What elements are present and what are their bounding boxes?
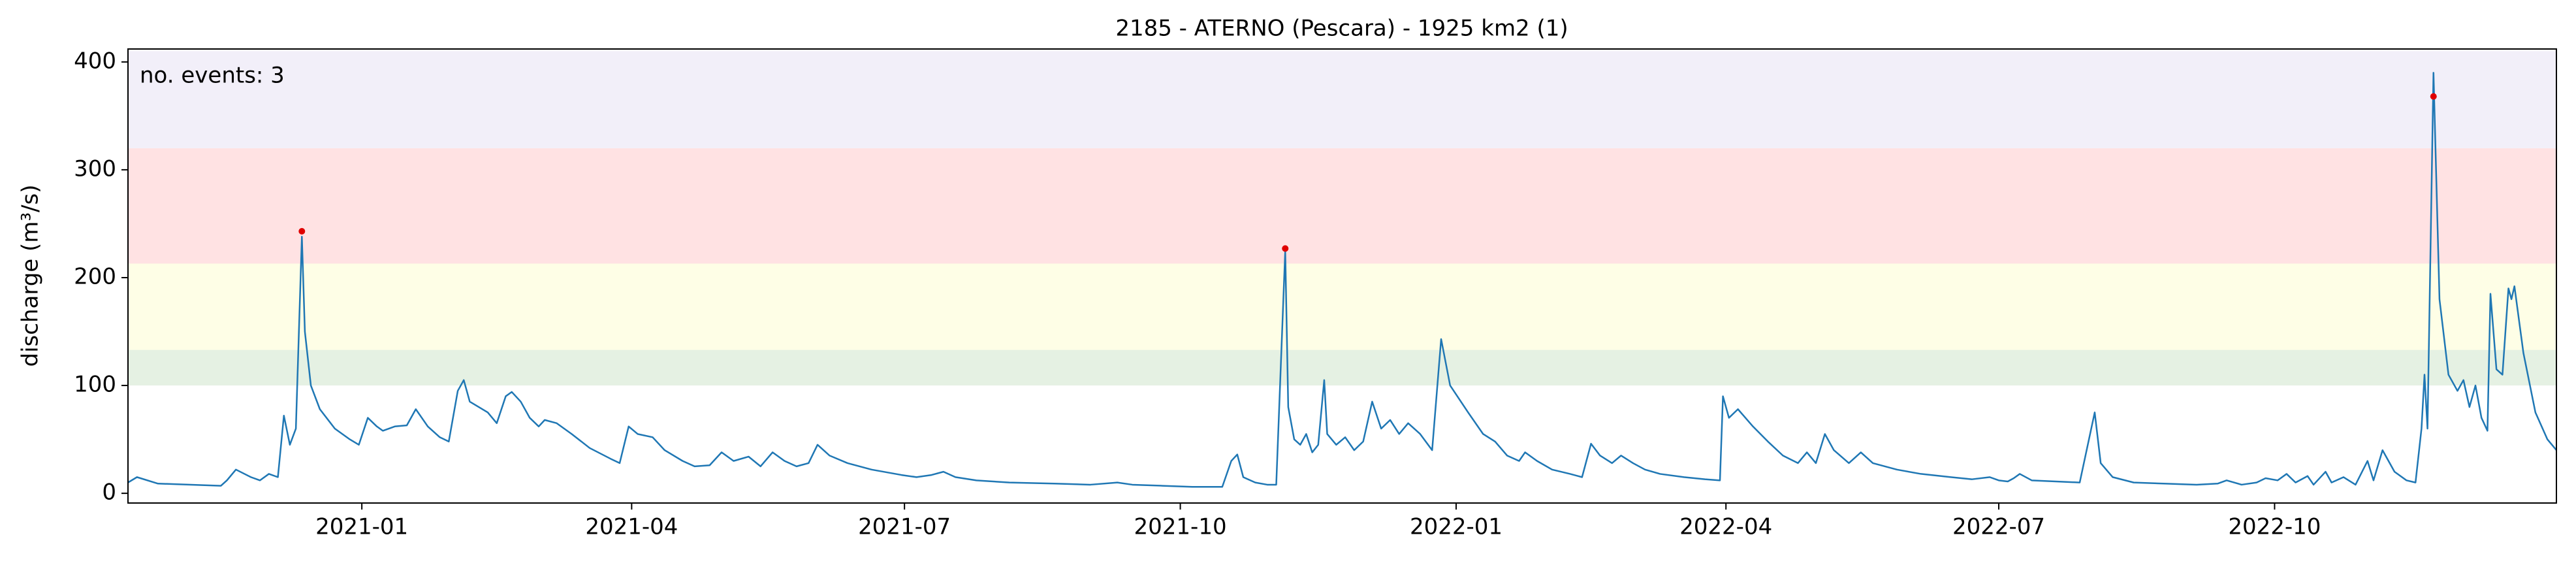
- x-tick-label: 2021-10: [1134, 514, 1227, 540]
- y-tick-label: 300: [74, 155, 116, 182]
- x-tick-label: 2022-07: [1952, 514, 2045, 540]
- y-tick-label: 100: [74, 372, 116, 398]
- x-tick-label: 2022-10: [2228, 514, 2321, 540]
- x-tick-label: 2021-07: [858, 514, 951, 540]
- y-tick-label: 200: [74, 263, 116, 289]
- y-tick-label: 0: [102, 480, 116, 506]
- threshold-band: [128, 350, 2556, 386]
- y-axis-label: discharge (m³/s): [18, 185, 44, 367]
- chart-title: 2185 - ATERNO (Pescara) - 1925 km2 (1): [1115, 16, 1568, 42]
- discharge-line: [127, 72, 2557, 488]
- event-point: [298, 227, 306, 235]
- y-tick-label: 400: [74, 48, 116, 74]
- x-tick-label: 2022-01: [1410, 514, 1503, 540]
- event-point: [2430, 93, 2437, 100]
- annotation: no. events: 3: [140, 63, 285, 89]
- x-tick-label: 2021-01: [315, 514, 408, 540]
- event-point: [1282, 245, 1289, 252]
- threshold-band: [128, 51, 2556, 148]
- x-tick-label: 2021-04: [585, 514, 678, 540]
- x-tick-label: 2022-04: [1679, 514, 1772, 540]
- threshold-band: [128, 263, 2556, 350]
- threshold-band: [128, 148, 2556, 264]
- plot-frame: [127, 48, 2557, 504]
